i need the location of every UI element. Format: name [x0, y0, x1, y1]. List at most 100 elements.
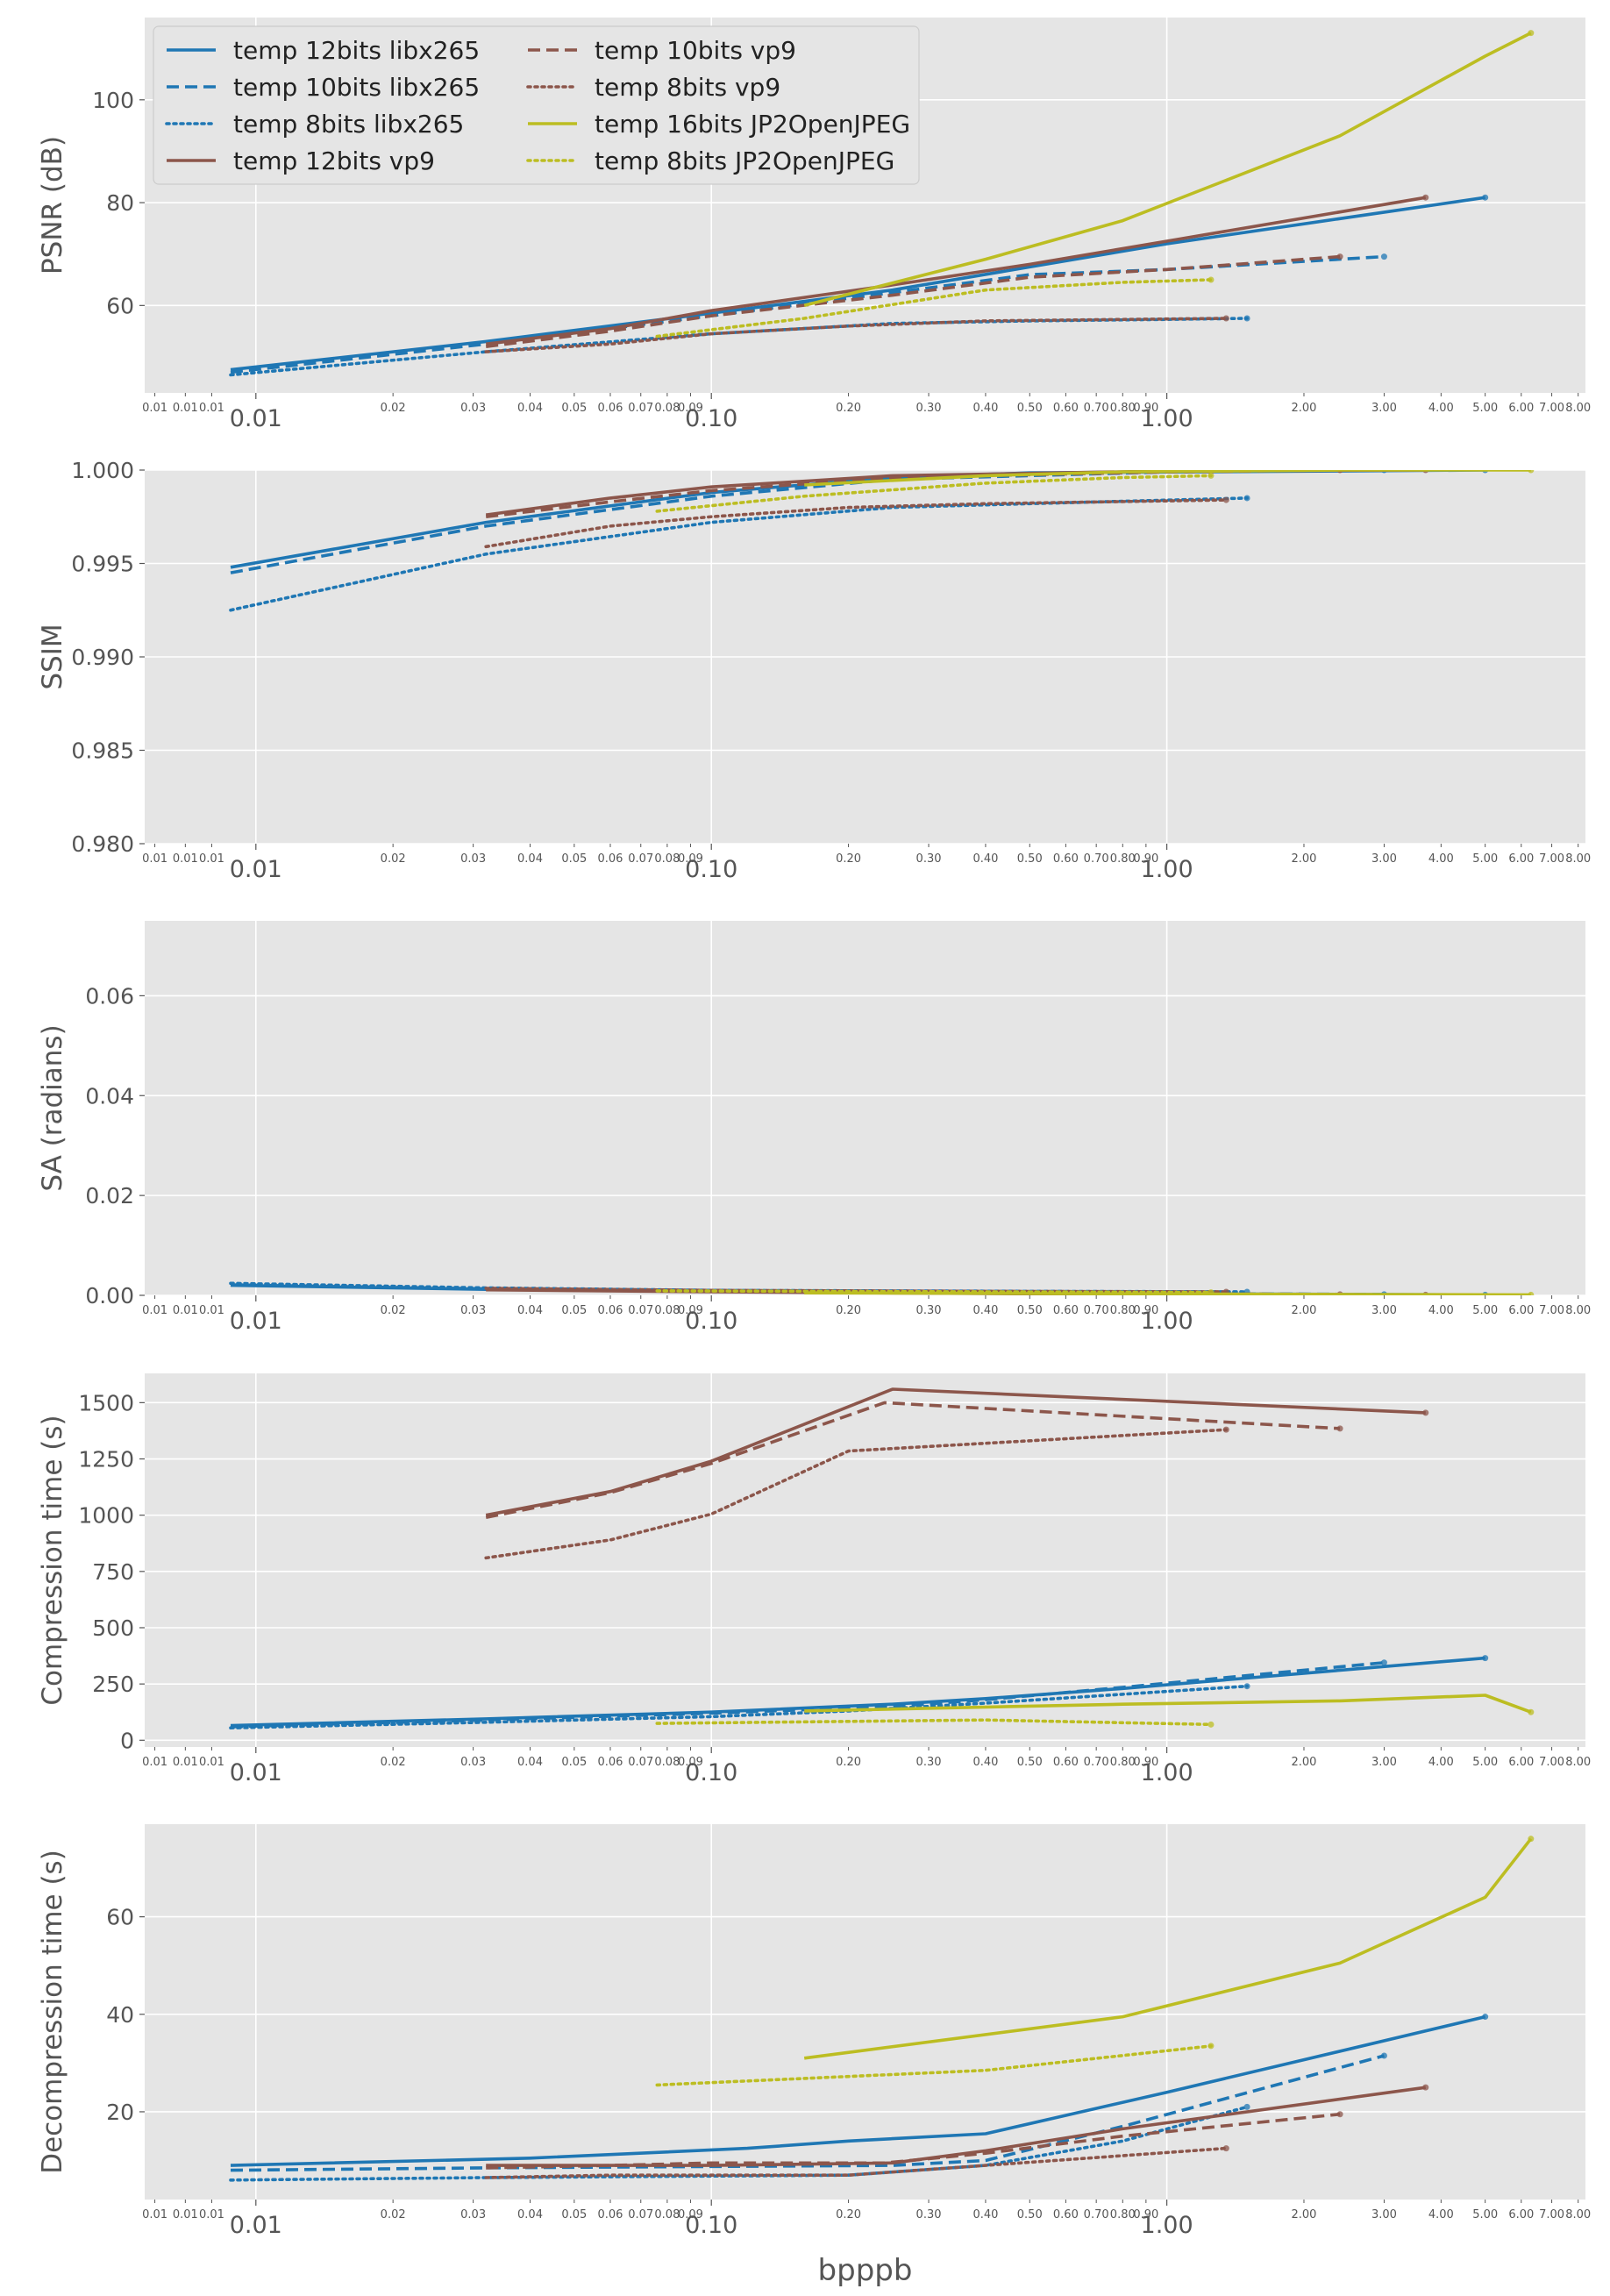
x-minor-tick-label: 5.00 [1472, 2208, 1498, 2221]
series-endpoint-marker [1243, 315, 1250, 322]
x-minor-tick-label: 0.80 [1110, 402, 1136, 415]
x-minor-tick-label: 0.60 [1053, 1304, 1079, 1317]
x-minor-tick-label: 5.00 [1472, 1304, 1498, 1317]
x-minor-tick-label: 2.00 [1292, 2208, 1317, 2221]
x-minor-tick-label: 0.20 [836, 2208, 861, 2221]
series-endpoint-marker [1336, 1425, 1343, 1432]
x-major-tick-label: 1.00 [1141, 856, 1193, 883]
x-minor-tick-label: 0.40 [972, 852, 998, 866]
x-minor-tick-label: 0.50 [1017, 1304, 1043, 1317]
series-line-temp-10bits-libx265 [230, 2054, 1385, 2172]
x-minor-tick-label: 0.50 [1017, 1756, 1043, 1769]
x-minor-tick-label: 0.07 [628, 852, 653, 866]
y-tick-label: 0.06 [85, 983, 134, 1009]
series-group [229, 470, 1535, 612]
x-minor-tick-label: 0.04 [517, 402, 543, 415]
series-line-temp-16bits-jp2openjpeg [803, 31, 1532, 308]
x-minor-tick-label: 0.40 [972, 2208, 998, 2221]
x-major-tick-label: 0.10 [685, 2212, 737, 2239]
x-minor-tick-label: 0.03 [460, 852, 486, 866]
series-endpoint-marker [1482, 2014, 1489, 2021]
series-line-temp-10bits-vp9 [485, 254, 1341, 348]
series-endpoint-marker [1243, 2103, 1250, 2110]
series-line-temp-10bits-libx265 [230, 1661, 1385, 1729]
plot-area [145, 921, 1585, 1295]
series-group [229, 30, 1535, 377]
series-endpoint-marker [1208, 1721, 1215, 1728]
x-minor-tick-label: 6.00 [1508, 1756, 1534, 1769]
x-minor-tick-label: 0.30 [916, 402, 942, 415]
series-line-temp-16bits-jp2openjpeg [804, 1693, 1532, 1714]
x-minor-tick-label: 0.60 [1053, 2208, 1079, 2221]
series-group [229, 1281, 1535, 1295]
x-major-tick-label: 0.01 [230, 856, 282, 883]
x-minor-tick-label: 0.50 [1017, 852, 1043, 866]
x-minor-tick-label: 0.05 [561, 1304, 587, 1317]
x-minor-tick-label: 2.00 [1292, 1756, 1317, 1769]
x-minor-tick-label: 0.06 [598, 2208, 623, 2221]
x-major-tick-label: 1.00 [1141, 1759, 1193, 1786]
y-tick-label: 1.000 [71, 458, 134, 483]
x-minor-tick-label: 0.02 [381, 852, 406, 866]
series-line-temp-16bits-jp2openjpeg [803, 1837, 1533, 2060]
y-tick-label: 100 [92, 88, 134, 113]
x-minor-tick-label: 0.70 [1084, 2208, 1109, 2221]
x-minor-tick-label: 0.08 [654, 1756, 680, 1769]
series-line-temp-12bits-libx265 [230, 2014, 1486, 2167]
x-minor-tick-label: 0.01 [199, 852, 224, 866]
x-minor-tick-label: 0.01 [142, 1304, 167, 1317]
x-minor-tick-label: 3.00 [1371, 402, 1397, 415]
x-minor-tick-label: 0.07 [628, 402, 653, 415]
series-endpoint-marker [1528, 470, 1535, 474]
x-minor-tick-label: 0.80 [1110, 852, 1136, 866]
x-minor-tick-label: 0.08 [654, 1304, 680, 1317]
y-tick-label: 250 [92, 1672, 134, 1697]
x-minor-tick-label: 0.60 [1053, 852, 1079, 866]
x-minor-tick-label: 0.07 [628, 1304, 653, 1317]
x-minor-tick-label: 0.30 [916, 1756, 942, 1769]
y-tick-label: 0.980 [71, 831, 134, 857]
legend-label: temp 8bits JP2OpenJPEG [595, 146, 894, 175]
x-minor-tick-label: 8.00 [1565, 1756, 1591, 1769]
y-axis-label: Compression time (s) [37, 1415, 68, 1705]
series-endpoint-marker [1422, 194, 1429, 201]
series-line-temp-8bits-jp2openjpeg [655, 474, 1213, 513]
y-tick-label: 500 [92, 1615, 134, 1641]
x-minor-tick-label: 6.00 [1508, 402, 1534, 415]
x-minor-tick-label: 0.20 [836, 402, 861, 415]
x-minor-tick-label: 0.80 [1110, 2208, 1136, 2221]
series-endpoint-marker [1208, 276, 1215, 283]
y-tick-label: 1000 [78, 1503, 134, 1529]
series-endpoint-marker [1243, 1683, 1250, 1690]
x-minor-tick-label: 0.01 [173, 402, 198, 415]
y-tick-label: 60 [106, 1905, 134, 1930]
x-minor-tick-label: 0.20 [836, 1756, 861, 1769]
x-major-tick-label: 0.01 [230, 2212, 282, 2239]
series-line-temp-8bits-jp2openjpeg [655, 2044, 1213, 2087]
y-axis-label: SA (radians) [37, 1024, 68, 1191]
x-minor-tick-label: 8.00 [1565, 2208, 1591, 2221]
x-minor-tick-label: 4.00 [1428, 852, 1454, 866]
legend-box [153, 25, 920, 185]
series-endpoint-marker [1336, 2111, 1343, 2118]
x-minor-tick-label: 2.00 [1292, 1304, 1317, 1317]
x-minor-tick-label: 8.00 [1565, 402, 1591, 415]
x-minor-tick-label: 0.02 [381, 1756, 406, 1769]
y-tick-label: 40 [106, 2002, 134, 2028]
x-minor-tick-label: 7.00 [1539, 1304, 1564, 1317]
series-endpoint-marker [1528, 1291, 1535, 1295]
x-minor-tick-label: 7.00 [1539, 402, 1564, 415]
x-minor-tick-label: 0.04 [517, 1304, 543, 1317]
x-minor-tick-label: 0.02 [381, 1304, 406, 1317]
x-major-tick-label: 0.10 [685, 1308, 737, 1335]
x-minor-tick-label: 0.60 [1053, 1756, 1079, 1769]
x-minor-tick-label: 0.04 [517, 852, 543, 866]
x-minor-tick-label: 0.90 [1133, 402, 1158, 415]
x-minor-tick-label: 0.01 [173, 1756, 198, 1769]
series-line-temp-10bits-vp9 [486, 2112, 1341, 2170]
x-minor-tick-label: 6.00 [1508, 2208, 1534, 2221]
x-minor-tick-label: 0.70 [1084, 1304, 1109, 1317]
x-minor-tick-label: 2.00 [1292, 852, 1317, 866]
